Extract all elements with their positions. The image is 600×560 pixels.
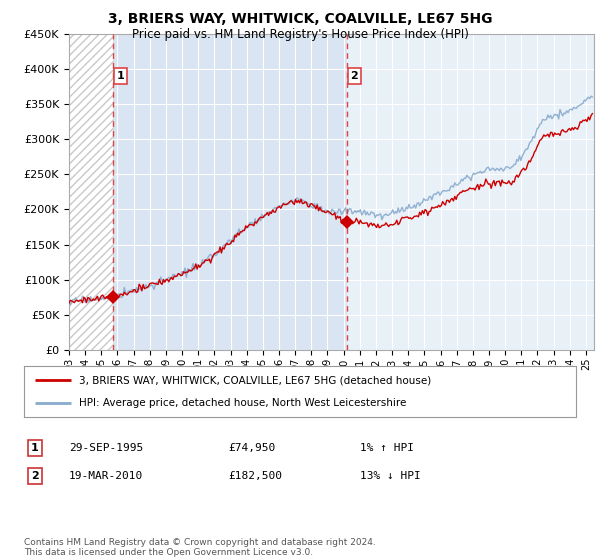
Text: 19-MAR-2010: 19-MAR-2010 — [69, 471, 143, 481]
Bar — [113, 34, 347, 350]
Text: 13% ↓ HPI: 13% ↓ HPI — [360, 471, 421, 481]
Text: 3, BRIERS WAY, WHITWICK, COALVILLE, LE67 5HG (detached house): 3, BRIERS WAY, WHITWICK, COALVILLE, LE67… — [79, 375, 431, 385]
Text: 2: 2 — [31, 471, 38, 481]
Text: Contains HM Land Registry data © Crown copyright and database right 2024.
This d: Contains HM Land Registry data © Crown c… — [24, 538, 376, 557]
Text: 2: 2 — [350, 71, 358, 81]
Text: 1: 1 — [116, 71, 124, 81]
Text: £74,950: £74,950 — [228, 443, 275, 453]
Text: 29-SEP-1995: 29-SEP-1995 — [69, 443, 143, 453]
Text: 1% ↑ HPI: 1% ↑ HPI — [360, 443, 414, 453]
Text: £182,500: £182,500 — [228, 471, 282, 481]
Text: 1: 1 — [31, 443, 38, 453]
Text: Price paid vs. HM Land Registry's House Price Index (HPI): Price paid vs. HM Land Registry's House … — [131, 28, 469, 41]
Text: 3, BRIERS WAY, WHITWICK, COALVILLE, LE67 5HG: 3, BRIERS WAY, WHITWICK, COALVILLE, LE67… — [108, 12, 492, 26]
Text: HPI: Average price, detached house, North West Leicestershire: HPI: Average price, detached house, Nort… — [79, 398, 407, 408]
